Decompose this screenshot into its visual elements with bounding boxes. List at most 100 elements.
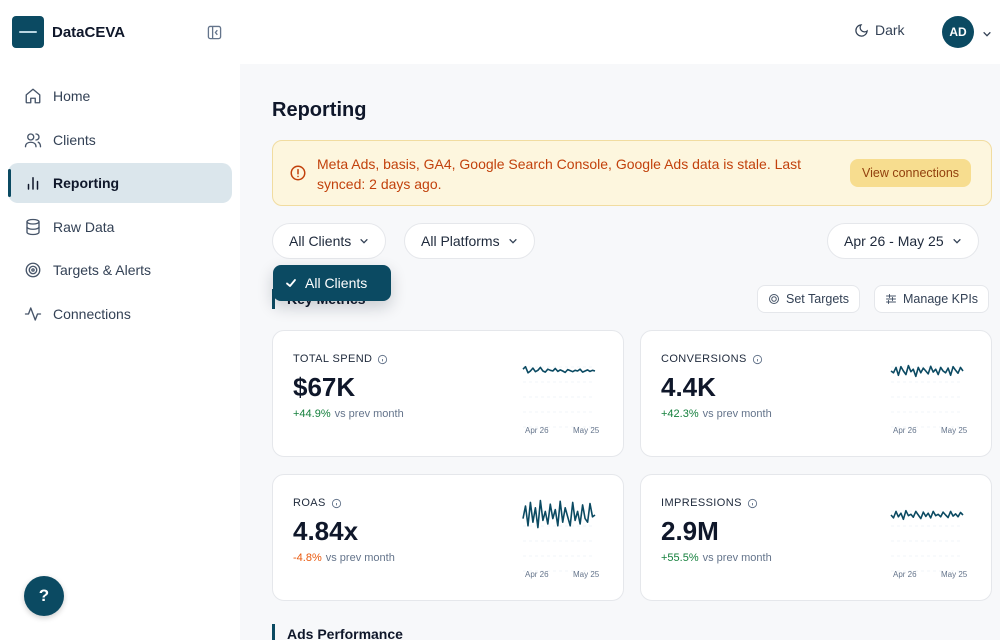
avatar[interactable]: AD (942, 16, 974, 48)
delta-compare: vs prev month (325, 552, 395, 564)
page-title: Reporting (272, 99, 367, 121)
sidebar-item-targets-alerts[interactable]: Targets & Alerts (8, 250, 232, 290)
chevron-down-icon (359, 236, 369, 246)
sidebar-item-reporting[interactable]: Reporting (8, 163, 232, 203)
alert-sources: Meta Ads, basis, GA4, Google Search Cons… (317, 156, 689, 172)
platform-filter-label: All Platforms (421, 233, 500, 249)
sparkline-series (890, 364, 964, 378)
metric-value: 4.84x (293, 516, 359, 546)
metric-label: ROAS (293, 497, 342, 509)
app-logo (12, 16, 44, 48)
metric-label-text: TOTAL SPEND (293, 353, 373, 365)
sidebar-item-label: Clients (53, 131, 96, 148)
metric-delta: +42.3% vs prev month (661, 408, 772, 420)
delta-value: +44.9% (293, 408, 331, 420)
chevron-down-icon (952, 236, 962, 246)
info-icon[interactable] (752, 354, 763, 365)
info-icon[interactable] (331, 498, 342, 509)
check-icon (286, 279, 296, 287)
info-icon[interactable] (747, 498, 758, 509)
database-icon (23, 217, 43, 237)
view-connections-button[interactable]: View connections (850, 159, 972, 187)
target-icon (23, 260, 43, 280)
metric-card-total-spend[interactable]: TOTAL SPEND $67K +44.9% vs prev month Apr… (272, 330, 624, 457)
sidebar-item-home[interactable]: Home (8, 76, 232, 116)
delta-value: +42.3% (661, 408, 699, 420)
bar-chart-icon (23, 173, 43, 193)
metric-card-conversions[interactable]: CONVERSIONS 4.4K +42.3% vs prev month Apr… (640, 330, 992, 457)
sidebar-item-label: Reporting (53, 175, 120, 191)
client-filter-label: All Clients (289, 233, 352, 249)
sidebar-item-clients[interactable]: Clients (8, 120, 232, 160)
warning-circle-icon (289, 164, 307, 187)
sliders-icon (886, 294, 896, 304)
metric-label: TOTAL SPEND (293, 353, 388, 365)
stale-data-alert: Meta Ads, basis, GA4, Google Search Cons… (272, 140, 992, 206)
sidebar-item-label: Raw Data (53, 218, 115, 235)
sparkline-axis-end: May 25 (941, 570, 968, 579)
moon-icon (855, 23, 868, 37)
collapse-sidebar-button[interactable] (205, 24, 223, 40)
sidebar-item-connections[interactable]: Connections (8, 294, 232, 334)
sparkline-chart (522, 365, 596, 428)
metric-card-roas[interactable]: ROAS 4.84x -4.8% vs prev month Apr 26 May… (272, 474, 624, 601)
theme-toggle-button[interactable]: Dark (854, 22, 905, 38)
info-icon[interactable] (377, 354, 388, 365)
sparkline-axis-end: May 25 (573, 426, 600, 435)
sidebar-item-label: Targets & Alerts (53, 262, 152, 278)
sparkline-axis-start: Apr 26 (893, 570, 917, 579)
alert-message: Meta Ads, basis, GA4, Google Search Cons… (317, 154, 847, 194)
delta-value: -4.8% (293, 552, 322, 564)
sparkline-chart (522, 499, 596, 572)
sparkline-axis-start: Apr 26 (525, 426, 549, 435)
delta-value: +55.5% (661, 552, 699, 564)
metric-card-impressions[interactable]: IMPRESSIONS 2.9M +55.5% vs prev month Apr… (640, 474, 992, 601)
sparkline-axis-start: Apr 26 (893, 426, 917, 435)
delta-compare: vs prev month (702, 408, 772, 420)
dropdown-option-label: All Clients (305, 275, 368, 291)
topbar: Dark AD (240, 0, 1000, 64)
metric-label-text: CONVERSIONS (661, 353, 747, 365)
users-icon (23, 130, 43, 150)
manage-kpis-button[interactable]: Manage KPIs (874, 285, 990, 313)
client-filter[interactable]: All Clients (272, 223, 387, 259)
chevron-down-icon[interactable] (982, 26, 992, 44)
delta-compare: vs prev month (702, 552, 772, 564)
sidebar-item-raw-data[interactable]: Raw Data (8, 207, 232, 247)
metric-label: IMPRESSIONS (661, 497, 758, 509)
date-range-label: Apr 26 - May 25 (844, 233, 944, 249)
client-dropdown-option[interactable]: All Clients (273, 265, 391, 301)
home-icon (23, 86, 43, 106)
manage-kpis-label: Manage KPIs (903, 292, 979, 306)
sparkline-axis-end: May 25 (573, 570, 600, 579)
sparkline-chart (890, 364, 964, 428)
platform-filter[interactable]: All Platforms (404, 223, 535, 259)
set-targets-label: Set Targets (786, 292, 850, 306)
sidebar-toggle-icon (207, 25, 221, 39)
sparkline-series (522, 499, 596, 529)
sparkline-axis-start: Apr 26 (525, 570, 549, 579)
app-name: DataCEVA (52, 23, 126, 41)
help-button[interactable]: ? (24, 576, 64, 616)
sidebar: DataCEVA Home Clients Reporting (0, 0, 240, 640)
metric-delta: +44.9% vs prev month (293, 408, 404, 420)
delta-compare: vs prev month (334, 408, 404, 420)
metric-label-text: IMPRESSIONS (661, 497, 742, 509)
sparkline-series (522, 365, 596, 374)
ads-performance-heading: Ads Performance (272, 624, 403, 640)
brand[interactable]: DataCEVA (12, 16, 125, 48)
metric-label: CONVERSIONS (661, 353, 763, 365)
set-targets-button[interactable]: Set Targets (757, 285, 861, 313)
date-range-picker[interactable]: Apr 26 - May 25 (827, 223, 979, 259)
metric-value: 4.4K (661, 372, 716, 402)
sparkline-axis-end: May 25 (941, 426, 968, 435)
metric-delta: +55.5% vs prev month (661, 552, 772, 564)
alert-detail: data is stale. Last synced: 2 days ago. (317, 156, 802, 192)
sidebar-nav: Home Clients Reporting Raw Data Targets … (8, 76, 232, 337)
target-icon (769, 294, 779, 304)
sidebar-item-label: Home (53, 88, 91, 104)
metric-delta: -4.8% vs prev month (293, 552, 395, 564)
metric-value: 2.9M (661, 516, 719, 546)
theme-label: Dark (875, 22, 905, 38)
chevron-down-icon (508, 236, 518, 246)
